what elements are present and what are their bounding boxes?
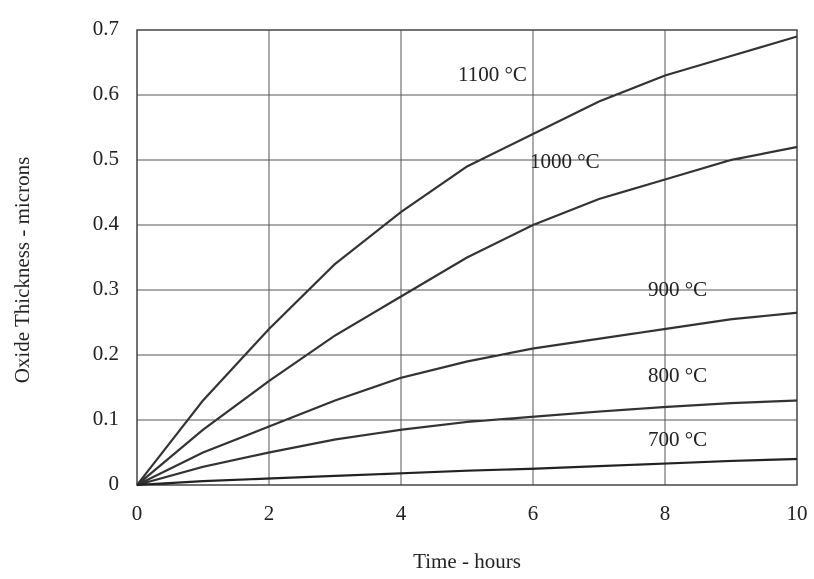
y-tick-label: 0.2 xyxy=(93,341,119,365)
y-tick-label: 0.5 xyxy=(93,146,119,170)
y-tick-label: 0 xyxy=(109,471,120,495)
y-tick-label: 0.6 xyxy=(93,81,119,105)
series-label: 1100 °C xyxy=(458,62,527,86)
x-tick-label: 6 xyxy=(528,501,539,525)
y-tick-label: 0.3 xyxy=(93,276,119,300)
y-axis-label: Oxide Thickness - microns xyxy=(10,157,34,384)
x-tick-label: 0 xyxy=(132,501,143,525)
series-label: 1000 °C xyxy=(530,149,600,173)
curve xyxy=(137,37,797,486)
x-axis-label: Time - hours xyxy=(413,549,521,573)
chart: Time - hours Oxide Thickness - microns 0… xyxy=(0,0,814,579)
x-tick-label: 10 xyxy=(787,501,808,525)
series-label: 900 °C xyxy=(648,277,707,301)
y-tick-label: 0.1 xyxy=(93,406,119,430)
series-label: 700 °C xyxy=(648,427,707,451)
y-tick-label: 0.4 xyxy=(93,211,120,235)
series-label: 800 °C xyxy=(648,363,707,387)
x-tick-label: 2 xyxy=(264,501,275,525)
x-tick-label: 8 xyxy=(660,501,671,525)
y-tick-label: 0.7 xyxy=(93,16,119,40)
x-tick-label: 4 xyxy=(396,501,407,525)
curve xyxy=(137,459,797,485)
